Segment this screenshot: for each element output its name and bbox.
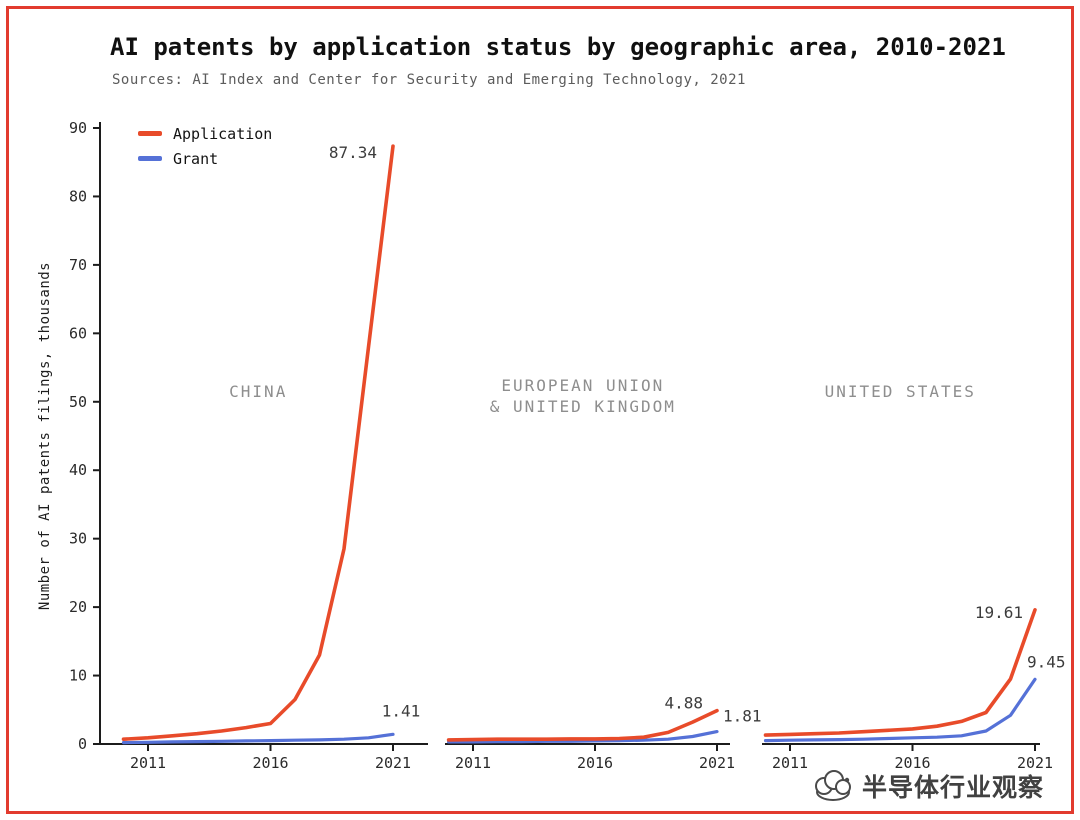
series-line-application — [763, 607, 1037, 737]
end-value-label-grant: 1.41 — [382, 701, 421, 720]
cloud-logo-icon — [814, 770, 851, 801]
y-tick-label: 50 — [69, 393, 87, 411]
y-tick-label: 40 — [69, 461, 87, 479]
grant-line-swatch — [138, 156, 162, 161]
y-tick-label: 80 — [69, 187, 87, 205]
y-tick-label: 0 — [78, 735, 87, 753]
chart-source-subtitle: Sources: AI Index and Center for Securit… — [112, 72, 746, 88]
x-tick-label: 2016 — [577, 754, 613, 772]
end-value-label-application: 19.61 — [975, 603, 1023, 622]
end-value-label-grant: 1.81 — [723, 707, 762, 726]
x-tick-label: 2016 — [252, 754, 288, 772]
panel-title: CHINA — [229, 382, 287, 401]
series-line-application — [446, 708, 719, 742]
panel-title: EUROPEAN UNION — [501, 376, 664, 395]
legend-label-grant: Grant — [173, 149, 219, 168]
series-line-application — [121, 144, 395, 742]
y-axis-title: Number of AI patents filings, thousands — [37, 262, 53, 610]
x-tick-label: 2011 — [772, 754, 808, 772]
legend-item-application: Application — [138, 121, 272, 146]
x-tick-label: 2016 — [894, 754, 930, 772]
x-tick-label: 2021 — [699, 754, 735, 772]
y-tick-label: 70 — [69, 256, 87, 274]
series-line-grant — [763, 677, 1037, 743]
end-value-label-application: 4.88 — [664, 694, 703, 713]
panel-title: & UNITED KINGDOM — [490, 397, 676, 416]
x-tick-label: 2021 — [1017, 754, 1053, 772]
series-line-grant — [121, 732, 395, 745]
legend-item-grant: Grant — [138, 146, 272, 171]
y-tick-label: 90 — [69, 119, 87, 137]
application-line-swatch — [138, 131, 162, 136]
y-tick-label: 60 — [69, 324, 87, 342]
watermark: 半导体行业观察 — [810, 768, 1044, 804]
legend: Application Grant — [138, 121, 272, 171]
y-tick-label: 20 — [69, 598, 87, 616]
series-line-grant — [447, 729, 719, 744]
x-tick-label: 2011 — [130, 754, 166, 772]
x-tick-label: 2011 — [455, 754, 491, 772]
end-value-label-grant: 9.45 — [1027, 652, 1066, 671]
chart-title: AI patents by application status by geog… — [110, 33, 1006, 61]
watermark-text: 半导体行业观察 — [861, 773, 1044, 802]
x-tick-label: 2021 — [375, 754, 411, 772]
y-tick-label: 10 — [69, 667, 87, 685]
panel-title: UNITED STATES — [825, 382, 976, 401]
legend-label-application: Application — [173, 124, 273, 143]
y-tick-label: 30 — [69, 530, 87, 548]
end-value-label-application: 87.34 — [329, 143, 377, 162]
